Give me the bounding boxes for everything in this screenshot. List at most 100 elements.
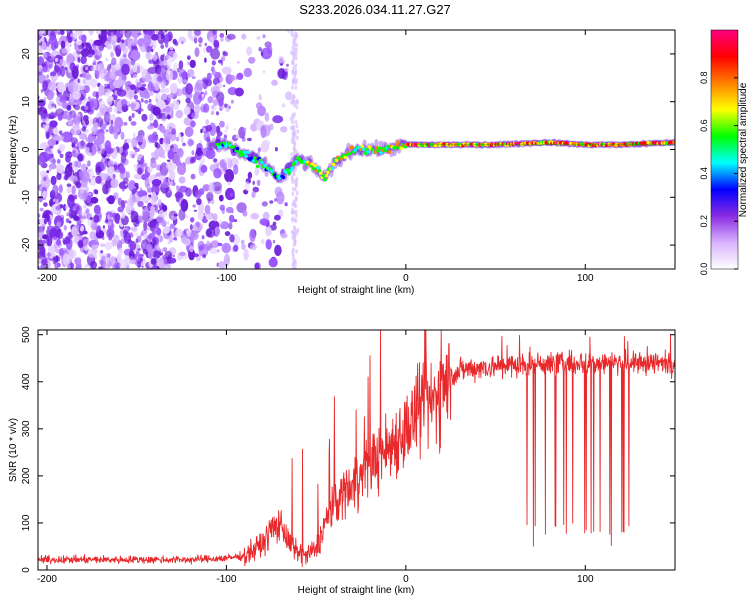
spectrogram-noise-blob [38, 45, 43, 54]
spectrogram-noise-blob [82, 215, 86, 220]
spectrogram-noise-blob [105, 190, 109, 195]
spectrogram-noise-blob [167, 159, 171, 162]
spectrogram-noise-blob [42, 80, 48, 92]
spectrogram-noise-blob [48, 64, 53, 69]
spectrogram-noise-blob [56, 230, 64, 240]
spectrogram-noise-blob [152, 220, 159, 229]
spectrogram-noise-blob [57, 40, 61, 46]
spectrogram-noise-blob [153, 119, 159, 129]
spectrogram-noise-blob [58, 184, 63, 194]
spectrogram-noise-blob [210, 240, 220, 248]
spectrogram-noise-blob [250, 212, 260, 220]
spectrogram-noise-blob [141, 113, 148, 122]
spectrogram-noise-blob [41, 258, 48, 266]
spectrogram-noise-blob [151, 73, 160, 88]
spectrogram-noise-blob [196, 198, 202, 206]
spectrogram-noise-blob [206, 192, 214, 202]
snr-y-tick-label: 200 [21, 467, 32, 484]
spectrogram-ridge-point [303, 159, 307, 164]
spectrogram-noise-blob [295, 176, 299, 182]
spectrogram-noise-blob [98, 100, 106, 109]
spectrogram-noise-blob [294, 119, 298, 125]
spectrogram-noise-blob [175, 109, 184, 119]
spectrogram-noise-blob [46, 91, 55, 97]
spectrogram-noise-blob [196, 147, 202, 156]
spectrogram-noise-blob [137, 248, 141, 251]
spectrogram-noise-blob [175, 194, 180, 203]
spectrogram-noise-blob [216, 162, 220, 167]
spectrogram-noise-blob [71, 124, 81, 136]
snr-y-tick-label: 500 [21, 326, 32, 343]
spectrogram-noise-blob [175, 136, 180, 142]
spectrogram-noise-blob [90, 66, 95, 72]
spectrogram-noise-blob [85, 42, 90, 50]
spectrogram-noise-blob [131, 219, 135, 223]
spectrogram-noise-blob [247, 171, 253, 179]
spectrogram-noise-blob [109, 231, 114, 239]
spectrogram-noise-blob [175, 157, 181, 167]
spectrogram-noise-blob [59, 153, 64, 158]
spectrogram-noise-blob [143, 221, 148, 231]
spectrogram-noise-blob [205, 119, 210, 125]
spectrogram-noise-blob [292, 49, 295, 54]
spectrogram-noise-blob [96, 228, 100, 233]
spectrogram-noise-blob [88, 30, 94, 36]
spectrogram-noise-blob [202, 184, 210, 192]
colorbar-frame [710, 29, 739, 270]
spectrogram-ridge-point [362, 147, 366, 151]
spectrogram-noise-blob [190, 35, 195, 42]
spectrogram-noise-blob [57, 31, 61, 35]
spectrogram-noise-blob [206, 45, 213, 53]
spectrogram-noise-blob [115, 127, 121, 133]
spectrogram-noise-blob [226, 33, 236, 40]
spectrogram-noise-blob [259, 218, 269, 226]
spectrogram-ridge-point [366, 150, 371, 154]
spectrogram-noise-blob [93, 122, 99, 131]
spectrogram-ridge-halo [374, 139, 379, 148]
spectrogram-noise-blob [202, 254, 206, 259]
spectrogram-noise-blob [143, 34, 152, 47]
spectrogram-noise-blob [219, 120, 225, 128]
spectrogram-noise-blob [119, 258, 128, 269]
spectrogram-noise-blob [169, 223, 176, 230]
spectrogram-noise-blob [100, 30, 108, 43]
spectrogram-noise-blob [292, 79, 296, 84]
spectrogram-ridge-halo [209, 141, 214, 150]
spectrogram-noise-blob [272, 239, 276, 244]
spectrogram-noise-blob [148, 91, 154, 96]
spectrogram-ridge-point [375, 146, 379, 150]
spectrogram-noise-blob [295, 123, 299, 129]
spectrogram-noise-blob [260, 51, 264, 56]
spectrogram-noise-blob [127, 43, 132, 50]
spectrogram-noise-blob [107, 106, 113, 113]
spectrogram-ridge-point [324, 173, 329, 178]
spectrogram-noise-blob [79, 73, 83, 78]
spectrogram-noise-blob [126, 138, 132, 144]
spectrogram-y-ticks: -20 -10 0 10 20 [21, 48, 675, 252]
snr-x-tick-label: -200 [37, 574, 57, 585]
spectrogram-ridge-point [255, 164, 260, 168]
spectrogram-noise-blob [220, 37, 224, 42]
spectrogram-ridge-halo [206, 141, 211, 150]
spectrogram-noise-blob [129, 256, 134, 261]
spectrogram-noise-blob [85, 146, 90, 154]
spectrogram-ridge-point [387, 150, 392, 154]
spectrogram-noise-blob [137, 32, 142, 36]
spectrogram-noise-blob [57, 113, 63, 121]
spectrogram-noise-blob [291, 235, 295, 240]
spectrogram-noise-blob [289, 116, 293, 122]
spectrogram-noise-blob [66, 185, 73, 194]
spectrogram-noise-blob [122, 142, 130, 150]
spectrogram-noise-blob [284, 202, 288, 207]
spectrogram-ridge-halo [207, 139, 212, 148]
spectrogram-noise-blob [214, 226, 220, 234]
spectrogram-noise-blob [277, 55, 285, 64]
spectrogram-noise-blob [292, 54, 296, 59]
spectrogram-noise-blob [84, 105, 89, 111]
spectrogram-noise-blob [161, 155, 166, 159]
spectrogram-noise-blob [72, 229, 79, 236]
spectrogram-noise-blob [156, 227, 162, 236]
snr-frame [37, 329, 676, 571]
spectrogram-noise-blob [76, 213, 79, 217]
spectrogram-noise-blob [211, 60, 216, 66]
